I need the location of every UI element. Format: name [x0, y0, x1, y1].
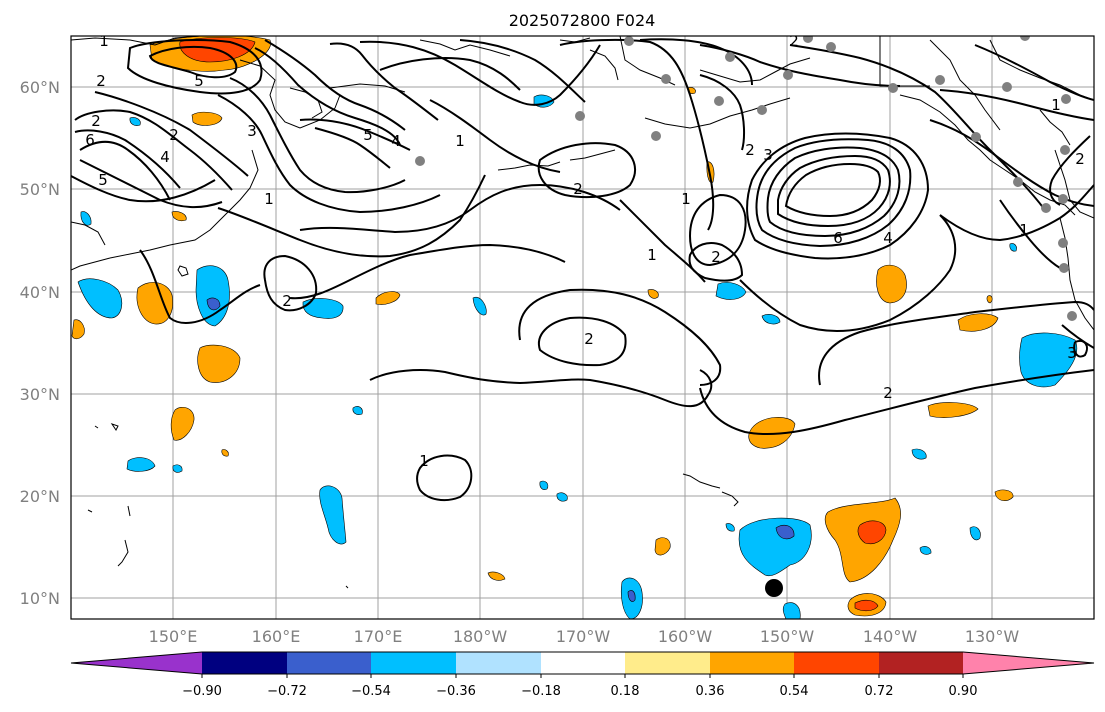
lat-tick-label: 30°N [20, 385, 60, 404]
contour-label: 2 [169, 126, 179, 144]
lat-labels: 60°N 50°N 40°N 30°N 20°N 10°N [20, 78, 60, 608]
contour-label: 2 [883, 384, 893, 402]
colorbar-segment [963, 652, 1094, 674]
contour-label: 3 [247, 122, 257, 140]
shaded-anomalies [71, 36, 1077, 619]
colorbar-segment [794, 652, 879, 674]
anomaly-shade-moderate [775, 524, 795, 540]
colorbar-tick-label: 0.54 [780, 684, 809, 699]
contour-label: 1 [264, 190, 274, 208]
contour-label: 2 [1075, 150, 1085, 168]
contour-label: 4 [160, 148, 170, 166]
contour-label: 5 [98, 171, 108, 189]
lon-tick-label: 150°E [149, 627, 198, 646]
map-frame [70, 35, 1095, 620]
colorbar-tick-label: −0.90 [182, 684, 222, 699]
gridlines [71, 36, 1094, 619]
contour-label: 2 [96, 72, 106, 90]
colorbar-segment [287, 652, 371, 674]
contour-label: 1 [1051, 96, 1061, 114]
lon-tick-label: 170°E [354, 627, 403, 646]
colorbar-tick-label: 0.90 [949, 684, 978, 699]
contour-label: 4 [883, 229, 893, 247]
contour-label: 1 [1019, 221, 1029, 239]
contour-label: 6 [85, 131, 95, 149]
colorbar-segment [710, 652, 794, 674]
contour-label: 4 [391, 132, 401, 150]
colorbar-tick-label: 0.18 [611, 684, 640, 699]
colorbar-segment [456, 652, 541, 674]
contour-label: 2 [282, 292, 292, 310]
anomaly-shade-strong [857, 520, 887, 545]
lon-tick-label: 130°W [965, 627, 1020, 646]
lon-tick-label: 160°E [252, 627, 301, 646]
colorbar-segment [202, 652, 287, 674]
contour-label: 2 [584, 330, 594, 348]
storm-marker [765, 579, 783, 597]
lat-tick-label: 40°N [20, 283, 60, 302]
colorbar-segment [879, 652, 963, 674]
contour-labels: 1 2 5 2 2 6 5 3 4 5 4 1 2 1 1 2 2 2 3 6 … [85, 32, 1085, 470]
colorbar-segment [371, 652, 456, 674]
colorbar-tick-label: −0.36 [436, 684, 476, 699]
station-markers [415, 36, 1077, 321]
lon-tick-label: 140°W [863, 627, 918, 646]
lon-tick-label: 180°W [453, 627, 508, 646]
contour-label: 2 [711, 248, 721, 266]
colorbar-segment [541, 652, 625, 674]
contour-label: 3 [1067, 344, 1077, 362]
lat-tick-label: 60°N [20, 78, 60, 97]
lat-tick-label: 10°N [20, 589, 60, 608]
lon-tick-label: 160°W [658, 627, 713, 646]
contour-label: 1 [419, 452, 429, 470]
contour-lines [71, 38, 1094, 502]
contour-label: 5 [194, 72, 204, 90]
chart-title: 2025072800 F024 [509, 11, 656, 30]
contour-label: 1 [455, 132, 465, 150]
contour-label: 5 [363, 126, 373, 144]
colorbar-tick-label: −0.18 [521, 684, 561, 699]
contour-label: 2 [91, 112, 101, 130]
lon-tick-label: 150°W [760, 627, 815, 646]
lon-tick-label: 170°W [556, 627, 611, 646]
lat-tick-label: 20°N [20, 487, 60, 506]
colorbar-tick-label: 0.36 [696, 684, 725, 699]
colorbar-tick-label: 0.72 [865, 684, 894, 699]
anomaly-shade-moderate [206, 297, 221, 311]
colorbar-segment [625, 652, 710, 674]
contour-label: 1 [647, 246, 657, 264]
colorbar-segment [71, 652, 202, 674]
colorbar: −0.90 −0.72 −0.54 −0.36 −0.18 0.18 0.36 … [70, 651, 1095, 699]
lat-tick-label: 50°N [20, 180, 60, 199]
colorbar-tick-label: −0.54 [351, 684, 391, 699]
contour-label: 1 [99, 32, 109, 50]
contour-label: 1 [681, 190, 691, 208]
contour-label: 2 [745, 141, 755, 159]
contour-label: 2 [573, 180, 583, 198]
contour-label: 6 [833, 229, 843, 247]
contour-label: 2 [789, 32, 799, 50]
colorbar-tick-label: −0.72 [267, 684, 307, 699]
anomaly-shade-moderate [627, 590, 636, 602]
lon-labels: 150°E 160°E 170°E 180°W 170°W 160°W 150°… [149, 627, 1020, 646]
contour-label: 3 [763, 146, 773, 164]
